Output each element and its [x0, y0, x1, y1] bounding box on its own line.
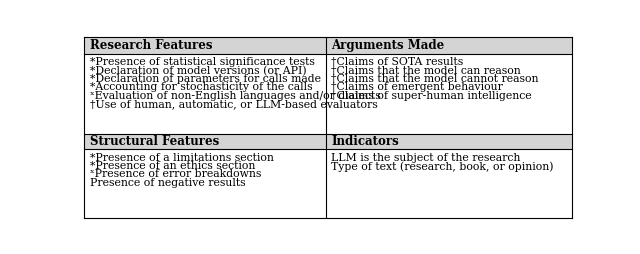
Bar	[84, 134, 326, 149]
Text: Type of text (research, book, or opinion): Type of text (research, book, or opinion…	[332, 161, 554, 172]
Text: †Claims of SOTA results: †Claims of SOTA results	[332, 57, 464, 68]
Text: Presence of negative results: Presence of negative results	[90, 178, 246, 188]
Text: ˣPresence of error breakdowns: ˣPresence of error breakdowns	[90, 169, 261, 180]
Bar	[326, 149, 572, 218]
Text: *Accounting for stochasticity of the calls: *Accounting for stochasticity of the cal…	[90, 82, 312, 92]
Bar	[326, 37, 572, 54]
Text: LLM is the subject of the research: LLM is the subject of the research	[332, 153, 521, 163]
Text: *Declaration of parameters for calls made: *Declaration of parameters for calls mad…	[90, 74, 321, 84]
Bar	[84, 149, 326, 218]
Text: †Claims that the model cannot reason: †Claims that the model cannot reason	[332, 74, 539, 84]
Text: †Claims that the model can reason: †Claims that the model can reason	[332, 66, 521, 76]
Bar	[84, 54, 326, 134]
Text: †Claims of emergent behaviour: †Claims of emergent behaviour	[332, 82, 503, 92]
Text: †Use of human, automatic, or LLM-based evaluators: †Use of human, automatic, or LLM-based e…	[90, 99, 378, 109]
Text: †Claims of super-human intelligence: †Claims of super-human intelligence	[332, 91, 532, 101]
Bar	[326, 134, 572, 149]
Text: Indicators: Indicators	[332, 135, 399, 148]
Text: Structural Features: Structural Features	[90, 135, 219, 148]
Bar	[326, 54, 572, 134]
Text: Research Features: Research Features	[90, 39, 212, 52]
Text: Arguments Made: Arguments Made	[332, 39, 445, 52]
Text: ˣEvaluation of non-English languages and/or dialects: ˣEvaluation of non-English languages and…	[90, 91, 381, 101]
Text: *Declaration of model versions (or API): *Declaration of model versions (or API)	[90, 66, 307, 76]
Text: *Presence of statistical significance tests: *Presence of statistical significance te…	[90, 57, 315, 68]
Text: *Presence of a limitations section: *Presence of a limitations section	[90, 153, 274, 163]
Bar	[84, 37, 326, 54]
Text: *Presence of an ethics section: *Presence of an ethics section	[90, 161, 255, 171]
